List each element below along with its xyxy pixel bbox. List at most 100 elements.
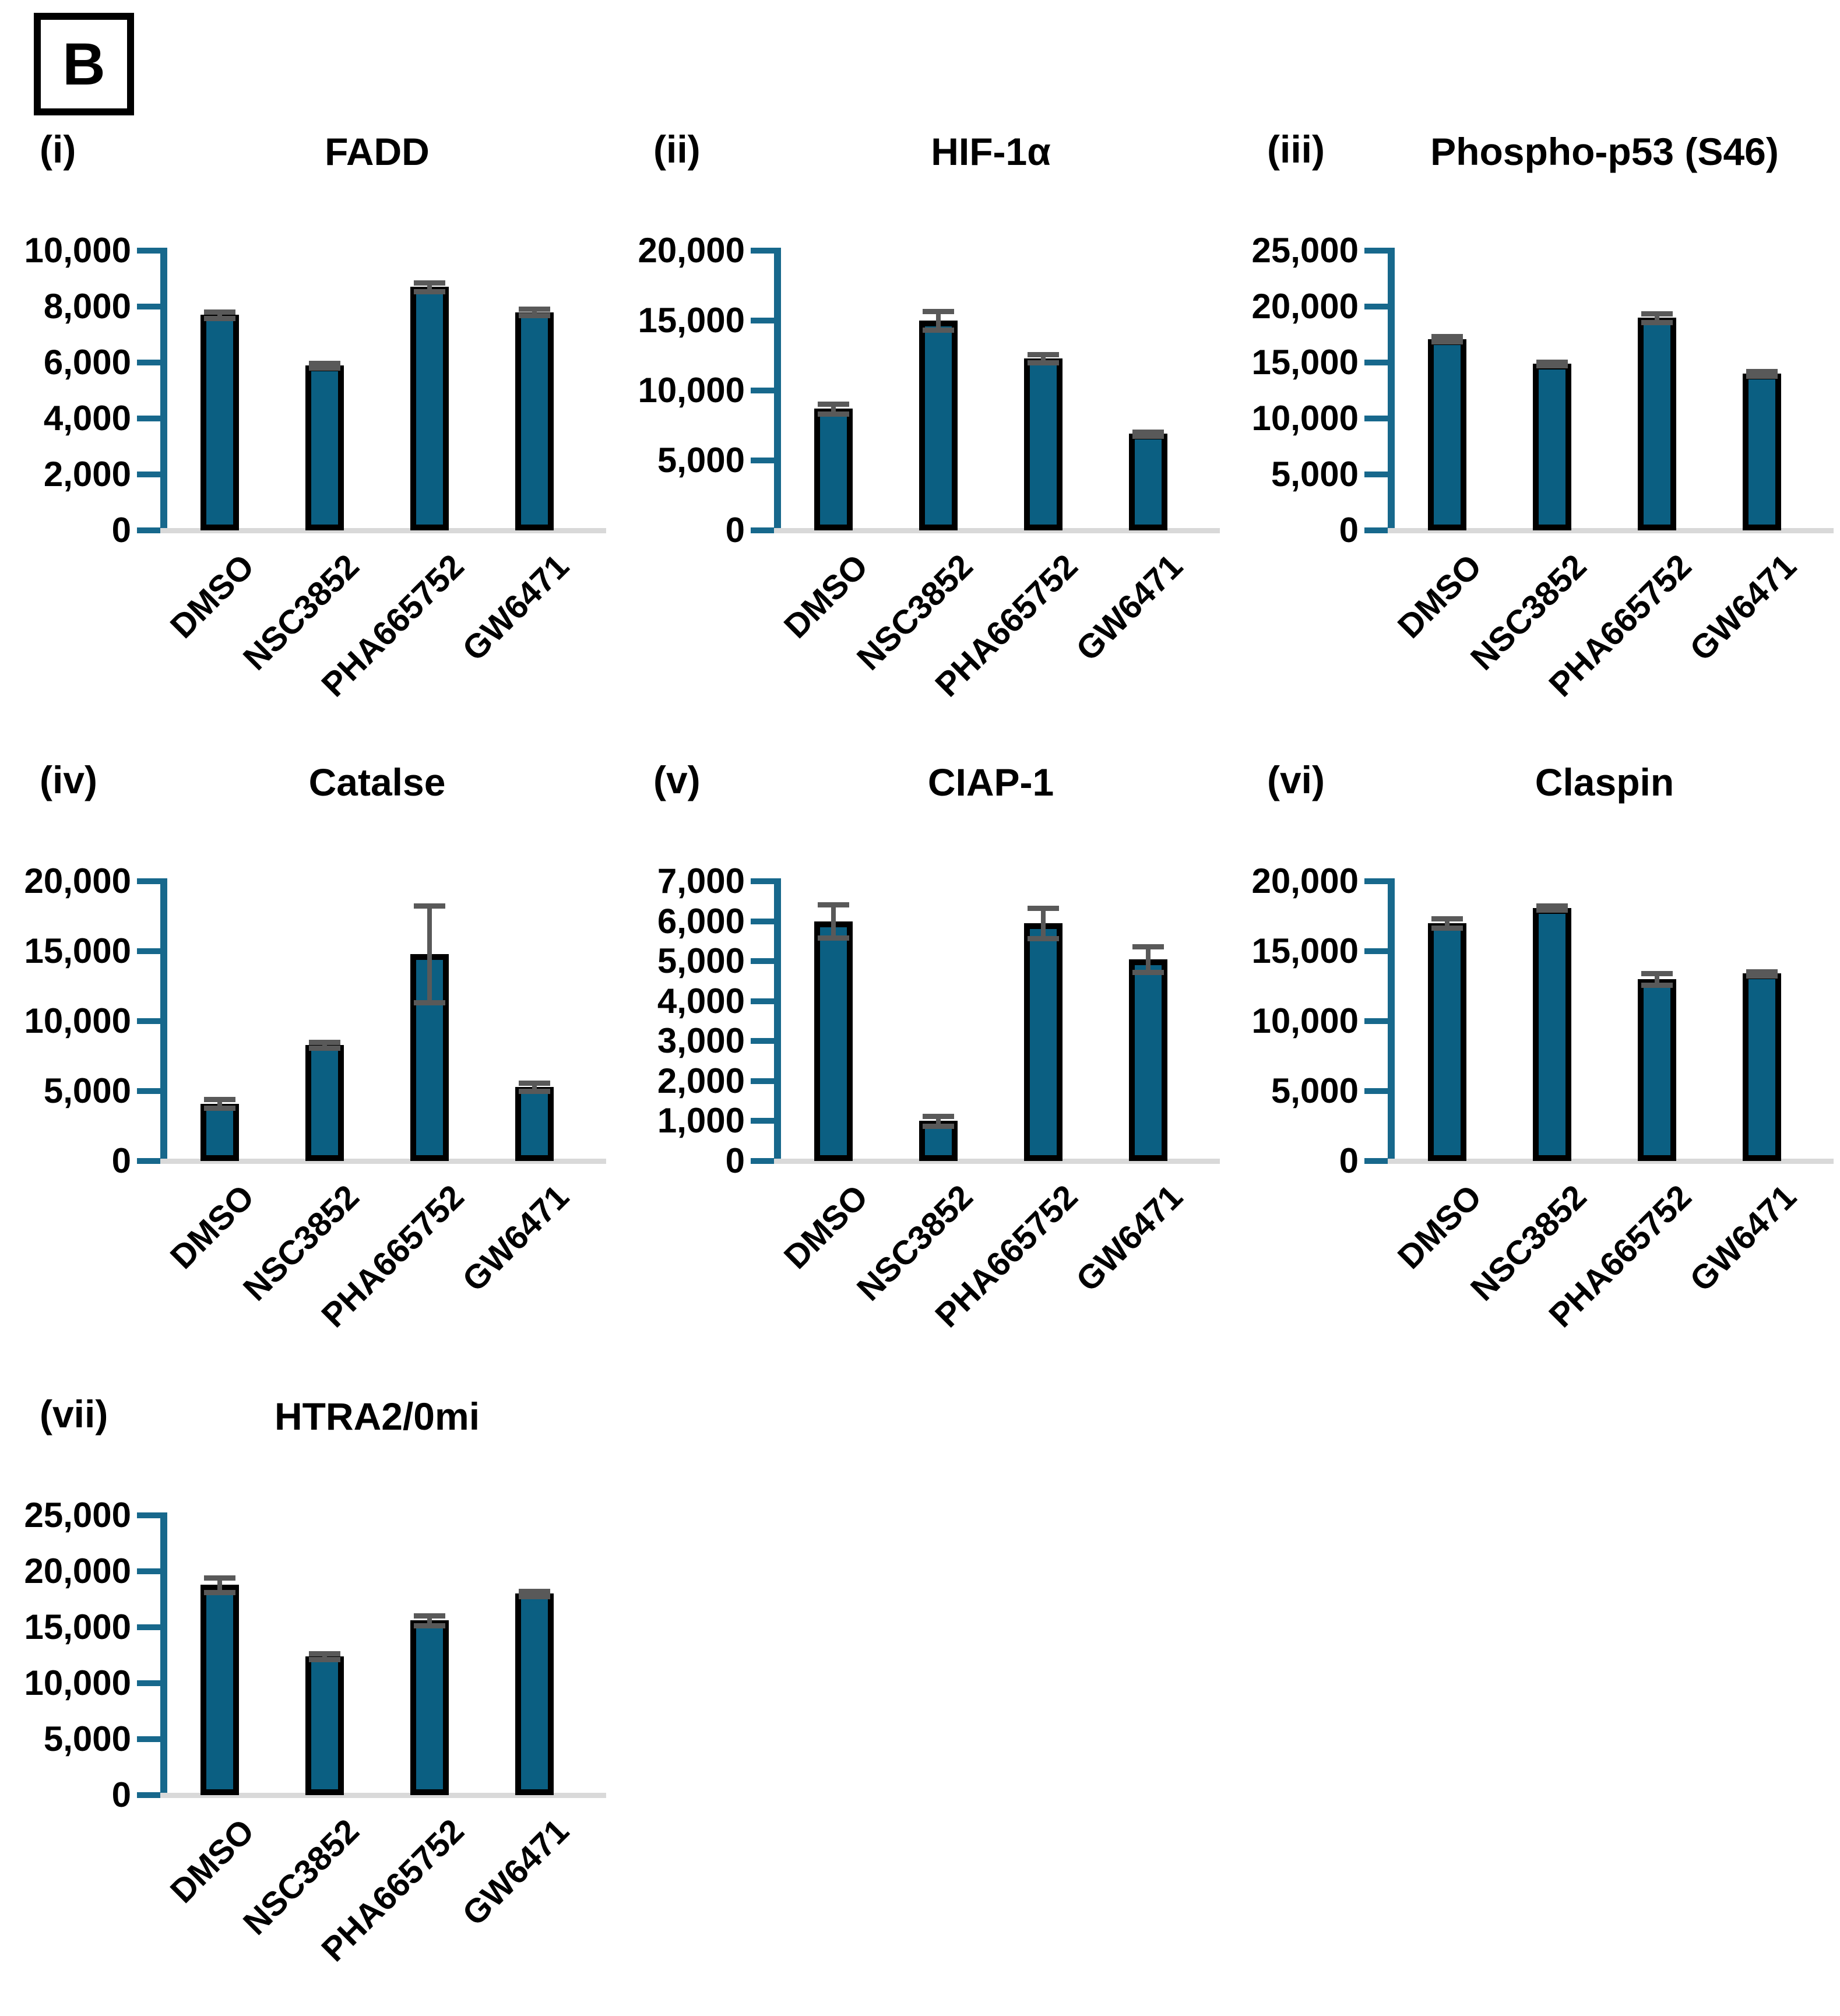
error-bar-cap-bottom [1028,936,1059,942]
y-axis-tick [1364,1158,1388,1164]
y-axis-tick-label: 20,000 [24,861,131,900]
error-bar-cap-top [818,401,849,407]
error-bar [936,1116,941,1127]
y-axis-tick [137,1568,160,1574]
error-bar-cap-bottom [519,313,550,319]
error-bar-cap-top [309,360,340,366]
x-tick-label-PHA665752: PHA665752 [314,1811,472,1969]
y-axis-line [160,248,167,533]
error-bar-cap-bottom [923,327,954,333]
chart-panel-vii: (vii) HTRA2/0mi 0 5,000 10,000 15,000 20,000 25… [17,1352,606,1982]
bar-NSC3852 [305,1656,344,1795]
y-axis-tick-label: 5,000 [657,441,745,480]
error-bar-cap-bottom [519,1594,550,1600]
error-bar-cap-bottom [1641,319,1673,325]
error-bar-cap-bottom [1132,434,1164,439]
y-axis-tick [137,1792,160,1798]
y-axis-tick [137,304,160,309]
bar-GW6471 [1129,959,1167,1161]
error-bar-cap-bottom [1536,363,1568,368]
y-axis-line [160,878,167,1164]
bar-GW6471 [515,1593,554,1795]
y-axis-tick [1364,878,1388,884]
bar-PHA665752 [1638,318,1676,530]
error-bar [1041,354,1046,363]
y-axis-tick [1364,948,1388,954]
error-bar-cap-top [204,1575,235,1581]
y-axis-tick-label: 20,000 [638,231,745,270]
error-bar-cap-top [1641,311,1673,316]
error-bar-cap-top [1746,369,1778,375]
error-bar-cap-bottom [204,1105,235,1111]
y-axis-tick-label: 3,000 [657,1021,745,1061]
panel-index-label: (ii) [653,128,701,171]
bar-PHA665752 [1638,979,1676,1161]
y-axis-tick-label: 2,000 [43,455,131,494]
error-bar [831,403,836,414]
chart-title: Catalse [308,761,446,804]
error-bar-cap-top [519,1081,550,1086]
error-bar [217,1577,222,1592]
x-tick-label-GW6471: GW6471 [455,1811,576,1933]
panel-index-label: (iv) [40,758,97,801]
y-axis-tick-label: 10,000 [24,1001,131,1040]
error-bar-cap-bottom [1536,907,1568,913]
y-axis-tick-label: 10,000 [24,231,131,270]
y-axis-tick-label: 20,000 [24,1551,131,1591]
error-bar-cap-bottom [309,365,340,371]
y-axis-tick-label: 15,000 [24,1607,131,1646]
x-tick-label-PHA665752: PHA665752 [314,1177,472,1335]
y-axis-tick [1364,248,1388,254]
error-bar [427,283,432,291]
y-axis-tick-label: 5,000 [1271,1071,1359,1110]
bar-DMSO [1428,339,1466,530]
error-bar-cap-top [1132,944,1164,949]
error-bar-cap-top [204,309,235,315]
y-axis-tick-label: 5,000 [43,1071,131,1110]
y-axis-tick [751,388,774,393]
error-bar [1655,973,1659,985]
x-axis-baseline [774,1159,1220,1164]
y-axis-tick [137,1624,160,1630]
error-bar [831,904,836,938]
error-bar [1146,946,1151,972]
y-axis-tick [751,527,774,533]
x-tick-label-DMSO: DMSO [1390,1177,1489,1276]
x-tick-label-GW6471: GW6471 [1068,1177,1190,1299]
bar-NSC3852 [1533,363,1571,530]
y-axis-tick-label: 15,000 [638,301,745,340]
y-axis-tick-label: 0 [111,1775,131,1814]
y-axis-tick [137,878,160,884]
y-axis-line [774,878,781,1164]
bar-NSC3852 [919,321,958,530]
y-axis-tick-label: 0 [725,1141,745,1180]
y-axis-tick-label: 8,000 [43,287,131,326]
chart-panel-i: (i) FADD 0 2,000 4,000 6,000 8,000 10,000 DMSO NS… [17,87,606,717]
y-axis-tick [137,416,160,421]
chart-panel-ii: (ii) HIF-1α 0 5,000 10,000 15,000 20,000 DMSO NS… [631,87,1220,717]
x-tick-label-DMSO: DMSO [776,1177,875,1276]
y-axis-tick [137,1736,160,1742]
y-axis-tick [137,948,160,954]
y-axis-tick-label: 4,000 [657,981,745,1021]
y-axis-tick [137,1680,160,1686]
error-bar-cap-top [1431,916,1463,921]
y-axis-tick-label: 0 [1339,1141,1359,1180]
figure-panel-badge: B [34,13,134,115]
chart-title: CIAP-1 [927,761,1054,804]
y-axis-tick [751,958,774,965]
y-axis-tick [1364,1018,1388,1024]
x-tick-label-DMSO: DMSO [163,1811,262,1911]
chart-title: HTRA2/0mi [274,1395,480,1438]
error-bar [1445,918,1450,928]
error-bar-cap-top [1536,360,1568,365]
x-tick-label-GW6471: GW6471 [455,1177,576,1299]
y-axis-tick-label: 10,000 [1251,1001,1359,1040]
panel-index-label: (iii) [1267,128,1325,171]
error-bar-cap-bottom [1431,926,1463,931]
y-axis-tick [1364,360,1388,365]
y-axis-tick-label: 5,000 [1271,455,1359,494]
y-axis-tick-label: 0 [111,1141,131,1180]
y-axis-tick-label: 0 [725,511,745,550]
error-bar-cap-bottom [1641,982,1673,988]
